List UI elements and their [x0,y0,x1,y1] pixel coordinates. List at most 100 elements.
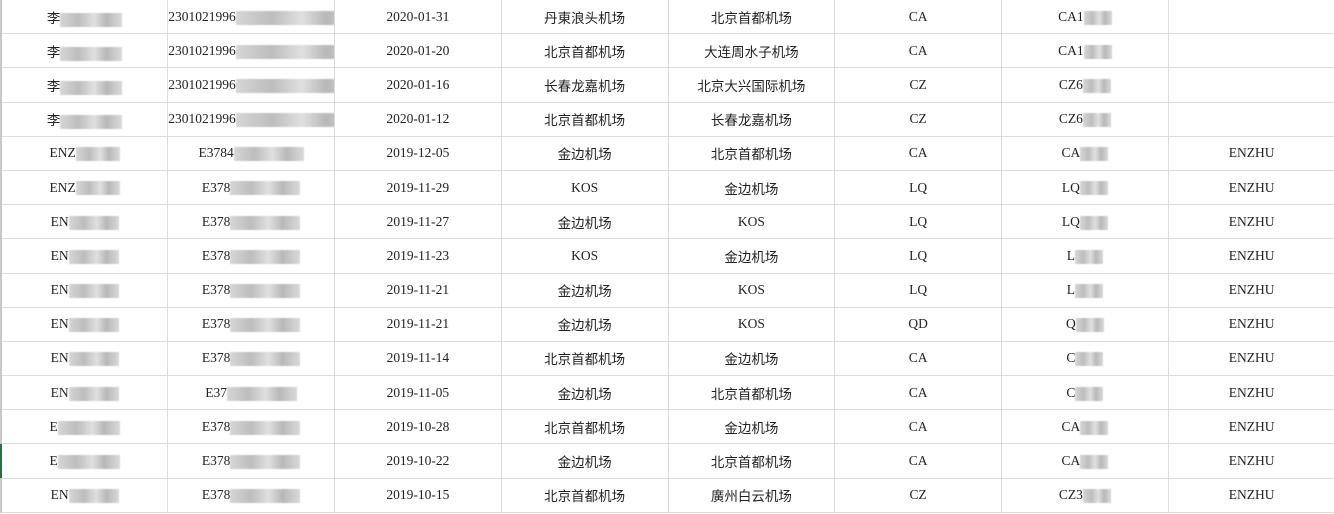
departure-cell[interactable]: KOS [500,169,669,206]
flight-number-cell[interactable]: C [1001,375,1169,411]
passenger-cell[interactable]: ENZHU [1167,238,1334,274]
arrival-cell[interactable]: 金边机场 [667,238,836,274]
date-cell[interactable]: 2019-11-21 [334,272,502,308]
id-number-cell[interactable]: E378 [167,409,335,445]
date-cell[interactable]: 2019-12-05 [334,135,502,171]
departure-cell[interactable]: 北京首都机场 [500,101,669,137]
name-cell[interactable]: ENZ [0,169,169,206]
id-number-cell[interactable]: E37 [167,375,335,411]
departure-cell[interactable]: 金边机场 [500,443,669,479]
flight-number-cell[interactable]: CA [1001,443,1169,479]
name-cell[interactable]: ENZ [0,135,169,171]
passenger-cell[interactable]: ENZHU [1167,135,1334,171]
departure-cell[interactable]: 金边机场 [500,306,669,342]
flight-number-cell[interactable]: LQ [1001,169,1169,206]
arrival-cell[interactable]: 北京首都机场 [667,0,836,35]
passenger-cell[interactable] [1167,33,1334,69]
flight-number-cell[interactable]: CZ3 [1001,477,1169,513]
flight-number-cell[interactable]: C [1001,340,1169,377]
id-number-cell[interactable]: E378 [167,204,335,240]
id-number-cell[interactable]: E3784 [167,135,335,171]
departure-cell[interactable]: 金边机场 [500,272,669,308]
airline-cell[interactable]: CZ [834,67,1002,103]
departure-cell[interactable]: 金边机场 [500,204,669,240]
id-number-cell[interactable]: 2301021996 [167,101,335,137]
name-cell[interactable]: EN [0,306,169,342]
flight-number-cell[interactable]: LQ [1001,204,1169,240]
arrival-cell[interactable]: 北京首都机场 [667,135,836,171]
departure-cell[interactable]: 北京首都机场 [500,409,669,445]
id-number-cell[interactable]: E378 [167,477,335,513]
date-cell[interactable]: 2019-11-05 [334,375,502,411]
id-number-cell[interactable]: E378 [167,272,335,308]
date-cell[interactable]: 2020-01-31 [334,0,502,35]
id-number-cell[interactable]: 2301021996 [167,33,335,69]
arrival-cell[interactable]: 大连周水子机场 [667,33,836,69]
arrival-cell[interactable]: 长春龙嘉机场 [667,101,836,137]
departure-cell[interactable]: 长春龙嘉机场 [500,67,669,103]
arrival-cell[interactable]: KOS [667,272,836,308]
flight-number-cell[interactable]: L [1001,238,1169,274]
name-cell[interactable]: EN [0,204,169,240]
flight-number-cell[interactable]: CA [1001,409,1169,445]
arrival-cell[interactable]: KOS [667,204,836,240]
airline-cell[interactable]: QD [834,306,1002,342]
id-number-cell[interactable]: E378 [167,340,335,377]
airline-cell[interactable]: LQ [834,238,1002,274]
date-cell[interactable]: 2019-11-21 [334,306,502,342]
name-cell[interactable]: EN [0,477,169,513]
name-cell[interactable]: 李 [0,67,169,103]
passenger-cell[interactable]: ENZHU [1167,340,1334,377]
airline-cell[interactable]: LQ [834,272,1002,308]
id-number-cell[interactable]: E378 [167,306,335,342]
departure-cell[interactable]: 北京首都机场 [500,33,669,69]
passenger-cell[interactable] [1167,67,1334,103]
passenger-cell[interactable] [1167,101,1334,137]
id-number-cell[interactable]: 2301021996 [167,67,335,103]
arrival-cell[interactable]: 北京大兴国际机场 [667,67,836,103]
passenger-cell[interactable]: ENZHU [1167,443,1334,479]
passenger-cell[interactable]: ENZHU [1167,204,1334,240]
flight-number-cell[interactable]: CA1 [1001,33,1169,69]
departure-cell[interactable]: 金边机场 [500,375,669,411]
date-cell[interactable]: 2019-11-29 [334,169,502,206]
airline-cell[interactable]: CZ [834,101,1002,137]
airline-cell[interactable]: CZ [834,477,1002,513]
airline-cell[interactable]: CA [834,409,1002,445]
arrival-cell[interactable]: 北京首都机场 [667,443,836,479]
passenger-cell[interactable]: ENZHU [1167,169,1334,206]
passenger-cell[interactable]: ENZHU [1167,272,1334,308]
id-number-cell[interactable]: E378 [167,238,335,274]
arrival-cell[interactable]: 金边机场 [667,340,836,377]
name-cell[interactable]: EN [0,238,169,274]
date-cell[interactable]: 2019-10-22 [334,443,502,479]
date-cell[interactable]: 2019-11-27 [334,204,502,240]
flight-number-cell[interactable]: L [1001,272,1169,308]
arrival-cell[interactable]: 金边机场 [667,409,836,445]
airline-cell[interactable]: CA [834,0,1002,35]
date-cell[interactable]: 2019-11-14 [334,340,502,377]
departure-cell[interactable]: 金边机场 [500,135,669,171]
departure-cell[interactable]: 北京首都机场 [500,477,669,513]
name-cell[interactable]: 李 [0,33,169,69]
passenger-cell[interactable]: ENZHU [1167,306,1334,342]
passenger-cell[interactable] [1167,0,1334,35]
passenger-cell[interactable]: ENZHU [1167,375,1334,411]
name-cell[interactable]: EN [0,340,169,377]
passenger-cell[interactable]: ENZHU [1167,409,1334,445]
arrival-cell[interactable]: 金边机场 [667,169,836,206]
name-cell[interactable]: 李 [0,101,169,137]
name-cell[interactable]: 李 [0,0,169,35]
departure-cell[interactable]: KOS [500,238,669,274]
id-number-cell[interactable]: E378 [167,443,335,479]
arrival-cell[interactable]: KOS [667,306,836,342]
id-number-cell[interactable]: E378 [167,169,335,206]
flight-number-cell[interactable]: CA [1001,135,1169,171]
name-cell[interactable]: E [0,409,169,445]
arrival-cell[interactable]: 廣州白云机场 [667,477,836,513]
airline-cell[interactable]: CA [834,375,1002,411]
name-cell[interactable]: E [0,443,169,479]
id-number-cell[interactable]: 2301021996 [167,0,335,35]
date-cell[interactable]: 2020-01-12 [334,101,502,137]
departure-cell[interactable]: 丹東浪头机场 [500,0,669,35]
